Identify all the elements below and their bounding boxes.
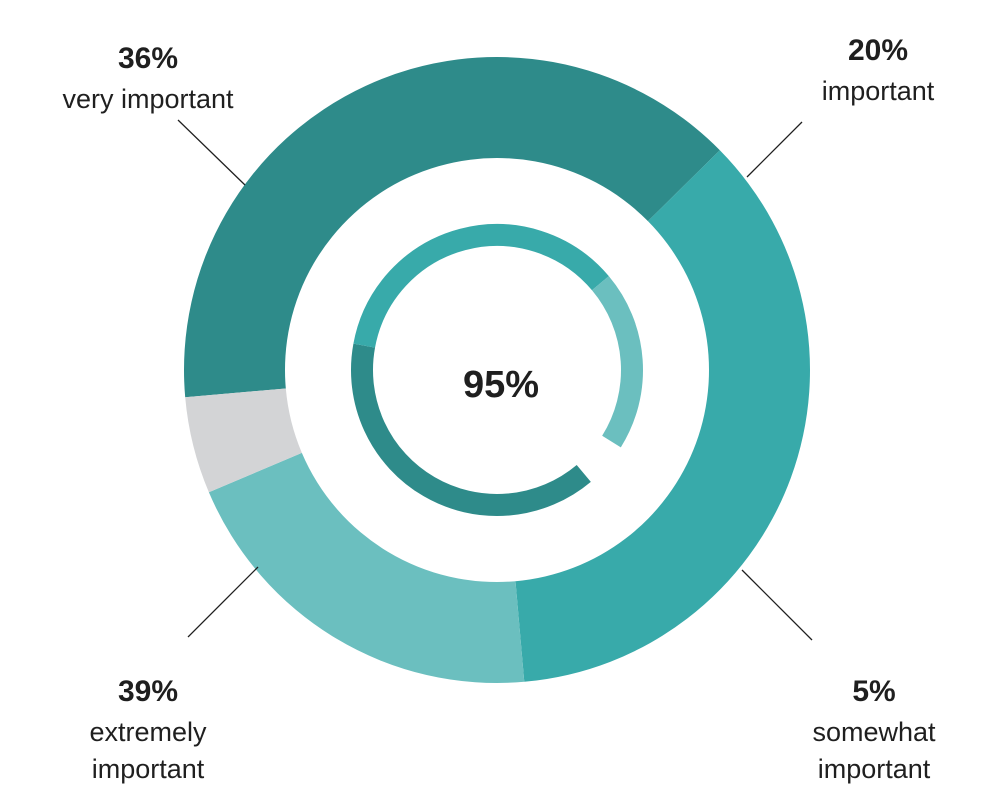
- slice-label-extremely-important-line1: extremely: [89, 717, 207, 747]
- outer-ring: [184, 57, 810, 683]
- inner-ring-segment-0: [351, 343, 591, 516]
- inner-ring-segment-2: [591, 276, 643, 448]
- leader-important: [746, 121, 803, 178]
- donut-slice-very-important: [515, 150, 810, 682]
- donut-slice-extremely-important: [184, 57, 720, 398]
- donut-slice-somewhat-important: [185, 388, 302, 493]
- slice-label-somewhat-important-line2: important: [818, 754, 931, 784]
- inner-ring-segment-1: [353, 224, 609, 348]
- slice-value-somewhat-important: 5%: [852, 675, 895, 708]
- donut-slice-important: [208, 452, 525, 683]
- leader-lines: [177, 119, 813, 641]
- slice-label-somewhat-important-line1: somewhat: [812, 717, 936, 747]
- slice-label-important: important: [822, 76, 935, 106]
- leader-extremely-important: [187, 566, 259, 638]
- center-value: 95%: [463, 364, 539, 406]
- slice-value-very-important: 36%: [118, 42, 178, 75]
- inner-ring: [351, 224, 643, 516]
- slice-value-important: 20%: [848, 34, 908, 67]
- leader-somewhat-important: [741, 569, 813, 641]
- slice-label-very-important: very important: [62, 84, 234, 114]
- slice-value-extremely-important: 39%: [118, 675, 178, 708]
- leader-very-important: [177, 119, 246, 186]
- slice-label-extremely-important-line2: important: [92, 754, 205, 784]
